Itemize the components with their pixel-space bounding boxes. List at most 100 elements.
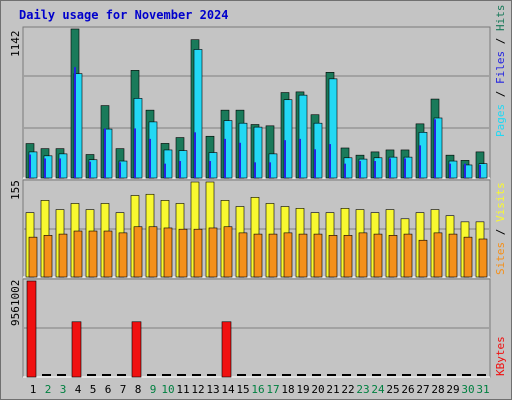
files-bar-day-9 [149,138,151,178]
bottom-ymax-label: 9561002 [9,280,22,326]
x-label-day-3: 3 [60,383,67,396]
kbytes-bar-day-24 [372,374,381,376]
sites-bar-day-31 [478,238,488,278]
files-bar-day-4 [74,67,76,178]
files-bar-day-29 [449,163,451,178]
sites-bar-day-21 [328,235,338,278]
kbytes-bar-day-3 [57,374,66,376]
kbytes-bar-day-20 [312,374,321,376]
files-bar-day-23 [359,161,361,178]
kbytes-bar-day-6 [102,374,111,376]
x-label-day-26: 26 [401,383,414,396]
top-legend-files: Files [494,51,507,84]
x-label-day-10: 10 [161,383,174,396]
sites-bar-day-23 [358,232,368,278]
sites-bar-day-27 [418,239,428,278]
x-label-day-27: 27 [416,383,429,396]
x-label-day-6: 6 [105,383,112,396]
kbytes-bar-day-9 [147,374,156,376]
x-label-day-16: 16 [251,383,264,396]
sites-bar-day-26 [403,233,413,278]
sites-bar-day-16 [253,233,263,278]
sites-bar-day-5 [88,230,98,278]
files-bar-day-20 [314,149,316,178]
middle-ymax-label: 155 [9,180,22,200]
kbytes-bar-day-29 [447,374,456,376]
files-bar-day-5 [89,161,91,178]
files-bar-day-27 [419,145,421,178]
kbytes-bar-day-25 [387,374,396,376]
files-bar-day-12 [194,132,196,178]
kbytes-bar-day-13 [207,374,216,376]
kbytes-bar-day-15 [237,374,246,376]
files-bar-day-31 [479,164,481,178]
bottom-legend: KBytes [494,336,507,376]
kbytes-bar-day-5 [87,374,96,376]
files-bar-day-19 [299,138,301,178]
sites-bar-day-2 [43,235,53,278]
kbytes-bar-day-23 [357,374,366,376]
sites-bar-day-28 [433,232,443,278]
sites-bar-day-29 [448,233,458,278]
sites-bar-day-18 [283,232,293,278]
sites-bar-day-30 [463,236,473,278]
kbytes-bar-day-8 [131,321,142,378]
sites-bar-day-22 [343,235,353,278]
kbytes-bar-day-7 [117,374,126,376]
sites-bar-day-24 [373,233,383,278]
x-label-day-14: 14 [221,383,235,396]
x-label-day-12: 12 [191,383,204,396]
files-bar-day-21 [329,144,331,178]
pages-bar-day-18 [283,99,293,179]
x-label-day-1: 1 [30,383,37,396]
pages-bar-day-12 [193,49,203,179]
x-label-day-7: 7 [120,383,127,396]
files-bar-day-25 [389,158,391,178]
kbytes-bar-day-10 [162,374,171,376]
kbytes-bar-day-2 [42,374,51,376]
sites-bar-day-3 [58,233,68,278]
pages-bar-day-21 [328,78,338,179]
sites-bar-day-19 [298,233,308,278]
sites-bar-day-10 [163,227,173,278]
files-bar-day-14 [224,138,226,178]
kbytes-bar-day-11 [177,374,186,376]
top-legend-pages: Pages [494,104,507,137]
files-bar-day-8 [134,128,136,178]
top-legend-hits: Hits [494,5,507,32]
pages-bar-day-16 [253,126,263,179]
x-label-day-13: 13 [206,383,219,396]
files-bar-day-1 [29,154,31,178]
sites-bar-day-1 [28,236,38,278]
x-label-day-17: 17 [266,383,279,396]
sites-bar-day-20 [313,233,323,278]
x-label-day-2: 2 [45,383,52,396]
x-label-day-21: 21 [326,383,339,396]
files-bar-day-3 [59,158,61,178]
sites-bar-day-25 [388,235,398,278]
files-bar-day-11 [179,161,181,178]
files-bar-day-6 [104,128,106,178]
files-bar-day-13 [209,161,211,178]
files-bar-day-24 [374,161,376,178]
chart-title: Daily usage for November 2024 [19,8,229,22]
sites-bar-day-9 [148,226,158,278]
files-bar-day-22 [344,163,346,178]
kbytes-bar-day-4 [71,321,82,378]
x-label-day-20: 20 [311,383,324,396]
middle-legend-visits: Visits [494,182,507,222]
files-bar-day-28 [434,119,436,178]
sites-bar-day-15 [238,232,248,278]
top-legend: Pages / Files / Hits [494,5,507,138]
files-bar-day-10 [164,163,166,178]
x-label-day-18: 18 [281,383,294,396]
files-bar-day-26 [404,158,406,178]
files-bar-day-30 [464,163,466,178]
kbytes-bar-day-28 [432,374,441,376]
sites-bar-day-11 [178,228,188,278]
x-label-day-8: 8 [135,383,142,396]
kbytes-bar-day-14 [221,321,232,378]
sites-bar-day-14 [223,226,233,278]
sites-bar-day-6 [103,230,113,278]
x-label-day-24: 24 [371,383,385,396]
